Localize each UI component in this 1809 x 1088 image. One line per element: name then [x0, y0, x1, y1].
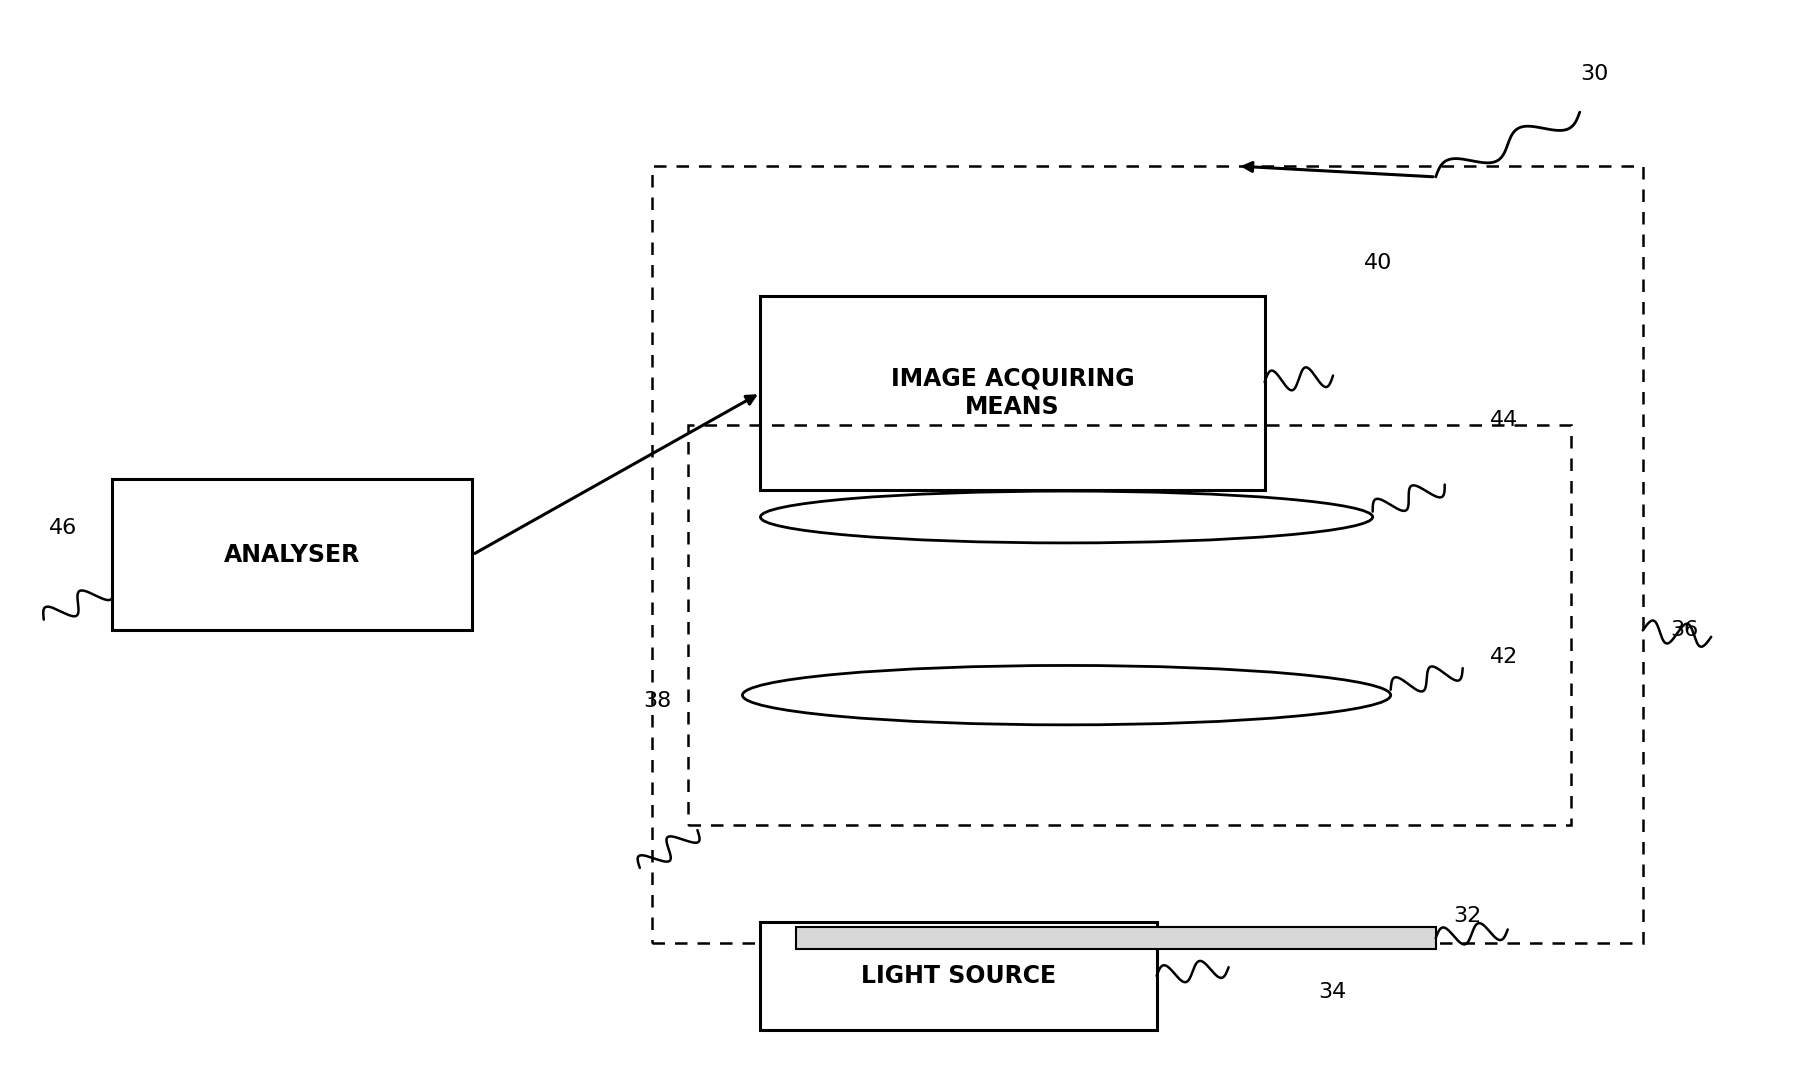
Bar: [796, 927, 1436, 949]
Bar: [653, 166, 1643, 943]
Text: 42: 42: [1491, 647, 1518, 667]
Text: 46: 46: [49, 518, 78, 537]
Ellipse shape: [742, 666, 1391, 725]
Text: 32: 32: [1454, 906, 1482, 927]
Text: 40: 40: [1364, 254, 1393, 273]
Text: ANALYSER: ANALYSER: [224, 543, 360, 567]
Ellipse shape: [760, 491, 1373, 543]
Bar: [689, 425, 1570, 825]
Text: 36: 36: [1670, 620, 1699, 641]
Bar: [760, 922, 1156, 1030]
Text: 30: 30: [1579, 64, 1608, 85]
Text: 44: 44: [1491, 410, 1518, 430]
Text: LIGHT SOURCE: LIGHT SOURCE: [861, 964, 1056, 988]
Text: 38: 38: [644, 691, 671, 710]
Bar: [760, 296, 1264, 490]
Bar: [112, 479, 472, 630]
Text: 34: 34: [1319, 982, 1348, 1002]
Text: IMAGE ACQUIRING
MEANS: IMAGE ACQUIRING MEANS: [890, 367, 1134, 419]
